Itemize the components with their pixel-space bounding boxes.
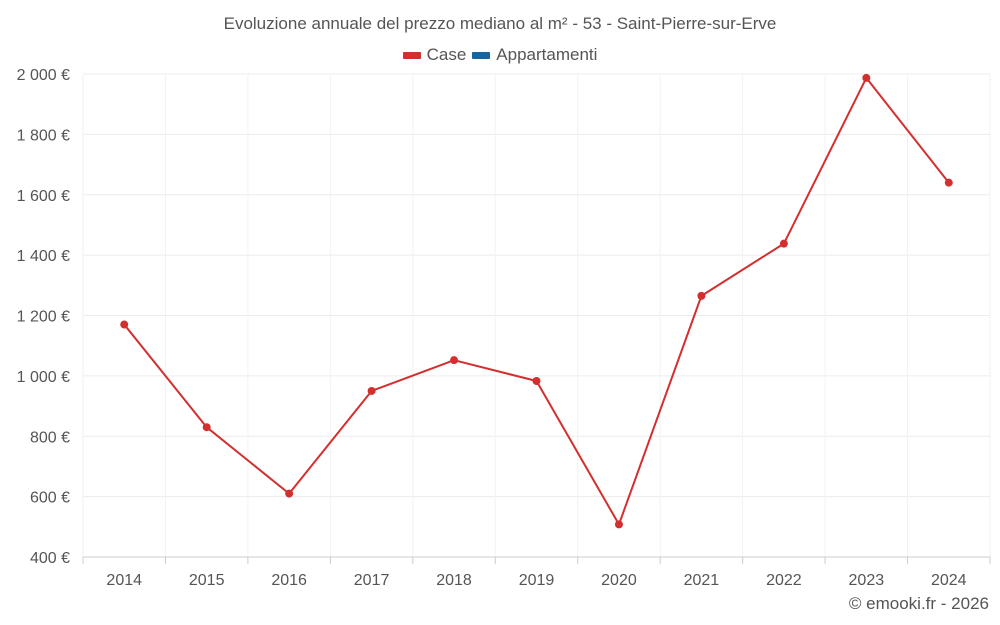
- x-tick-label: 2022: [766, 572, 802, 589]
- x-tick-label: 2014: [106, 572, 142, 589]
- data-point[interactable]: [614, 520, 623, 529]
- x-tick-label: 2018: [436, 572, 472, 589]
- data-point[interactable]: [862, 73, 871, 82]
- x-tick-label: 2017: [354, 572, 390, 589]
- y-tick-label: 1 600 €: [17, 188, 70, 205]
- x-tick-label: 2024: [931, 572, 967, 589]
- legend-label-case: Case: [426, 45, 467, 64]
- y-tick-label: 2 000 €: [17, 67, 70, 84]
- data-point[interactable]: [532, 377, 541, 386]
- data-point[interactable]: [944, 178, 953, 187]
- data-point[interactable]: [779, 239, 788, 248]
- data-point[interactable]: [697, 291, 706, 300]
- legend-label-appartamenti: Appartamenti: [496, 45, 598, 64]
- legend-item-appartamenti[interactable]: Appartamenti: [472, 45, 597, 65]
- y-tick-label: 1 200 €: [17, 309, 70, 326]
- y-tick-label: 800 €: [30, 429, 70, 446]
- x-tick-label: 2021: [684, 572, 720, 589]
- data-point[interactable]: [120, 320, 129, 329]
- x-tick-label: 2020: [601, 572, 637, 589]
- data-point[interactable]: [450, 356, 459, 365]
- y-tick-label: 600 €: [30, 490, 70, 507]
- data-point[interactable]: [202, 423, 211, 432]
- x-tick-label: 2016: [271, 572, 307, 589]
- chart-title: Evoluzione annuale del prezzo mediano al…: [223, 14, 777, 33]
- y-tick-label: 1 400 €: [17, 248, 70, 265]
- legend-item-case[interactable]: Case: [402, 45, 467, 65]
- data-point[interactable]: [367, 386, 376, 395]
- legend-swatch-case: [402, 51, 421, 59]
- x-tick-label: 2015: [189, 572, 225, 589]
- y-tick-label: 1 800 €: [17, 127, 70, 144]
- chart-legend: Case Appartamenti: [0, 45, 1000, 65]
- x-tick-label: 2019: [519, 572, 555, 589]
- credit-text: © emooki.fr - 2026: [848, 594, 989, 613]
- y-tick-label: 1 000 €: [17, 369, 70, 386]
- data-point[interactable]: [285, 489, 294, 498]
- legend-swatch-appartamenti: [472, 51, 491, 59]
- x-tick-label: 2023: [849, 572, 885, 589]
- y-tick-label: 400 €: [30, 550, 70, 567]
